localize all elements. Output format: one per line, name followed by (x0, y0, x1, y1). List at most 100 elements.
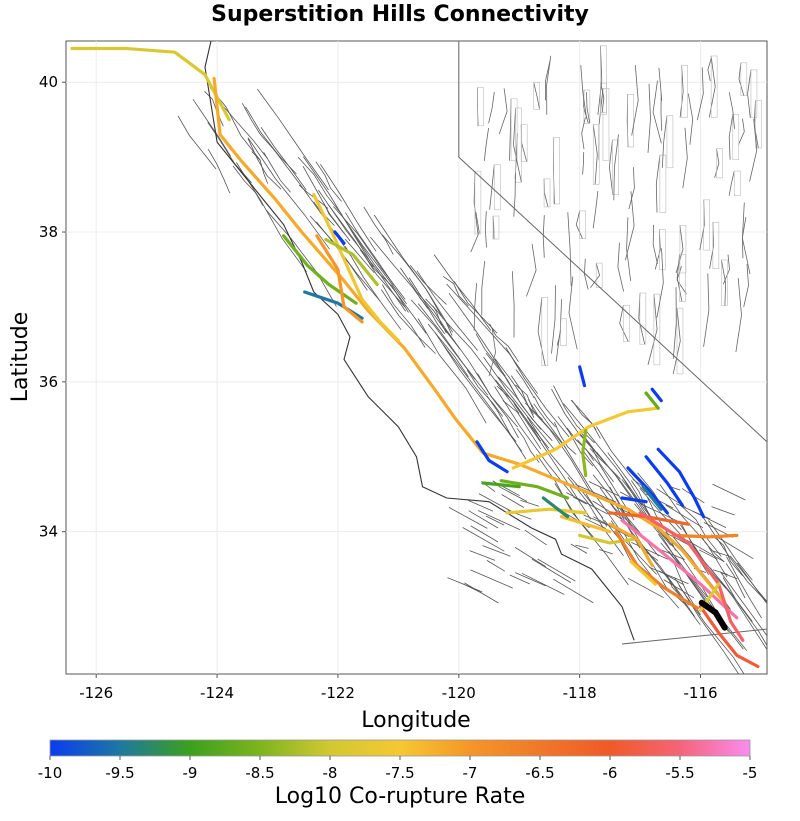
background-fault (652, 224, 658, 265)
background-fault (609, 486, 659, 557)
rupture-traces (70, 46, 760, 669)
background-fault (514, 547, 547, 568)
background-fault (581, 117, 586, 150)
background-fault (686, 539, 725, 563)
background-fault (464, 582, 499, 604)
background-fault (715, 535, 754, 560)
background-fault (297, 156, 343, 216)
background-fault (584, 518, 607, 529)
background-fault (714, 148, 720, 179)
rupture-trace (656, 447, 706, 519)
fault-dip-surface (710, 55, 718, 118)
background-fault (470, 212, 480, 253)
background-fault (659, 484, 728, 578)
background-fault (660, 93, 662, 131)
background-fault (533, 396, 556, 428)
background-fault (417, 318, 487, 424)
rupture-trace (629, 560, 657, 586)
background-fault (470, 569, 513, 589)
background-fault (486, 395, 527, 460)
background-fault (647, 294, 658, 365)
background-fault (537, 297, 546, 366)
background-fault (482, 545, 511, 557)
background-fault (676, 254, 683, 302)
fault-dip-surface (474, 170, 482, 235)
colorbar-label: Log10 Co-rupture Rate (274, 784, 526, 809)
background-fault (448, 507, 488, 529)
background-fault (581, 433, 632, 498)
background-fault (542, 215, 545, 258)
background-fault (681, 558, 744, 650)
rupture-trace (511, 406, 660, 470)
background-fault (345, 212, 395, 286)
background-fault (672, 308, 681, 374)
background-fault (590, 262, 601, 288)
background-fault (655, 155, 661, 213)
background-fault (466, 369, 504, 417)
background-fault (302, 166, 351, 242)
background-fault (477, 373, 519, 439)
background-fault (309, 215, 381, 302)
source-fault (698, 599, 728, 631)
background-fault (400, 267, 452, 338)
background-fault (592, 124, 598, 185)
rupture-trace (620, 496, 648, 504)
background-fault (738, 118, 745, 145)
fault-dip-surface (740, 62, 748, 96)
background-fault (342, 216, 407, 305)
background-fault (631, 542, 668, 560)
background-fault (722, 577, 767, 647)
background-fault (242, 103, 276, 152)
background-fault (627, 577, 664, 599)
x-tick-label: -116 (684, 684, 718, 702)
background-fault (409, 264, 447, 305)
background-fault (583, 258, 589, 290)
fault-dip-surface (627, 93, 634, 148)
background-fault (553, 578, 594, 604)
background-fault (509, 574, 531, 585)
background-fault (567, 212, 572, 286)
background-fault (462, 527, 505, 552)
rupture-trace (644, 391, 660, 410)
background-fault (735, 278, 742, 353)
background-fault (563, 403, 639, 501)
background-fault (588, 481, 620, 497)
background-fault (483, 356, 555, 451)
rupture-trace (312, 193, 400, 343)
background-fault (600, 83, 605, 113)
background-fault (652, 80, 662, 144)
background-fault (672, 287, 677, 359)
background-fault (492, 215, 495, 240)
x-axis-label: Longitude (361, 708, 470, 733)
background-fault (263, 152, 291, 193)
background-fault (638, 292, 646, 345)
background-fault (468, 510, 499, 529)
background-fault (444, 328, 519, 428)
rupture-trace (698, 605, 760, 669)
background-fault (545, 60, 551, 101)
background-fault (707, 58, 712, 82)
coastline-trace (204, 41, 635, 641)
fault-dip-surface (750, 69, 758, 119)
background-fault (575, 484, 617, 503)
background-fault (661, 115, 668, 168)
background-fault (478, 493, 514, 513)
gridlines (66, 41, 767, 674)
fault-dip-surface (510, 98, 518, 161)
fault-dip-surface (679, 224, 687, 274)
rupture-trace (315, 234, 364, 324)
background-fault (483, 127, 489, 161)
background-fault (620, 473, 672, 546)
rupture-trace (626, 466, 669, 515)
background-fault (531, 558, 572, 583)
fault-dip-surface (732, 113, 740, 160)
background-fault (192, 98, 231, 157)
background-fault (486, 560, 506, 572)
background-fault (566, 427, 595, 461)
map-title: Superstition Hills Connectivity (211, 2, 589, 27)
background-fault (566, 492, 608, 515)
background-fault (473, 283, 477, 331)
background-fault (488, 91, 495, 124)
background-fault (625, 191, 635, 261)
background-fault (660, 542, 748, 652)
